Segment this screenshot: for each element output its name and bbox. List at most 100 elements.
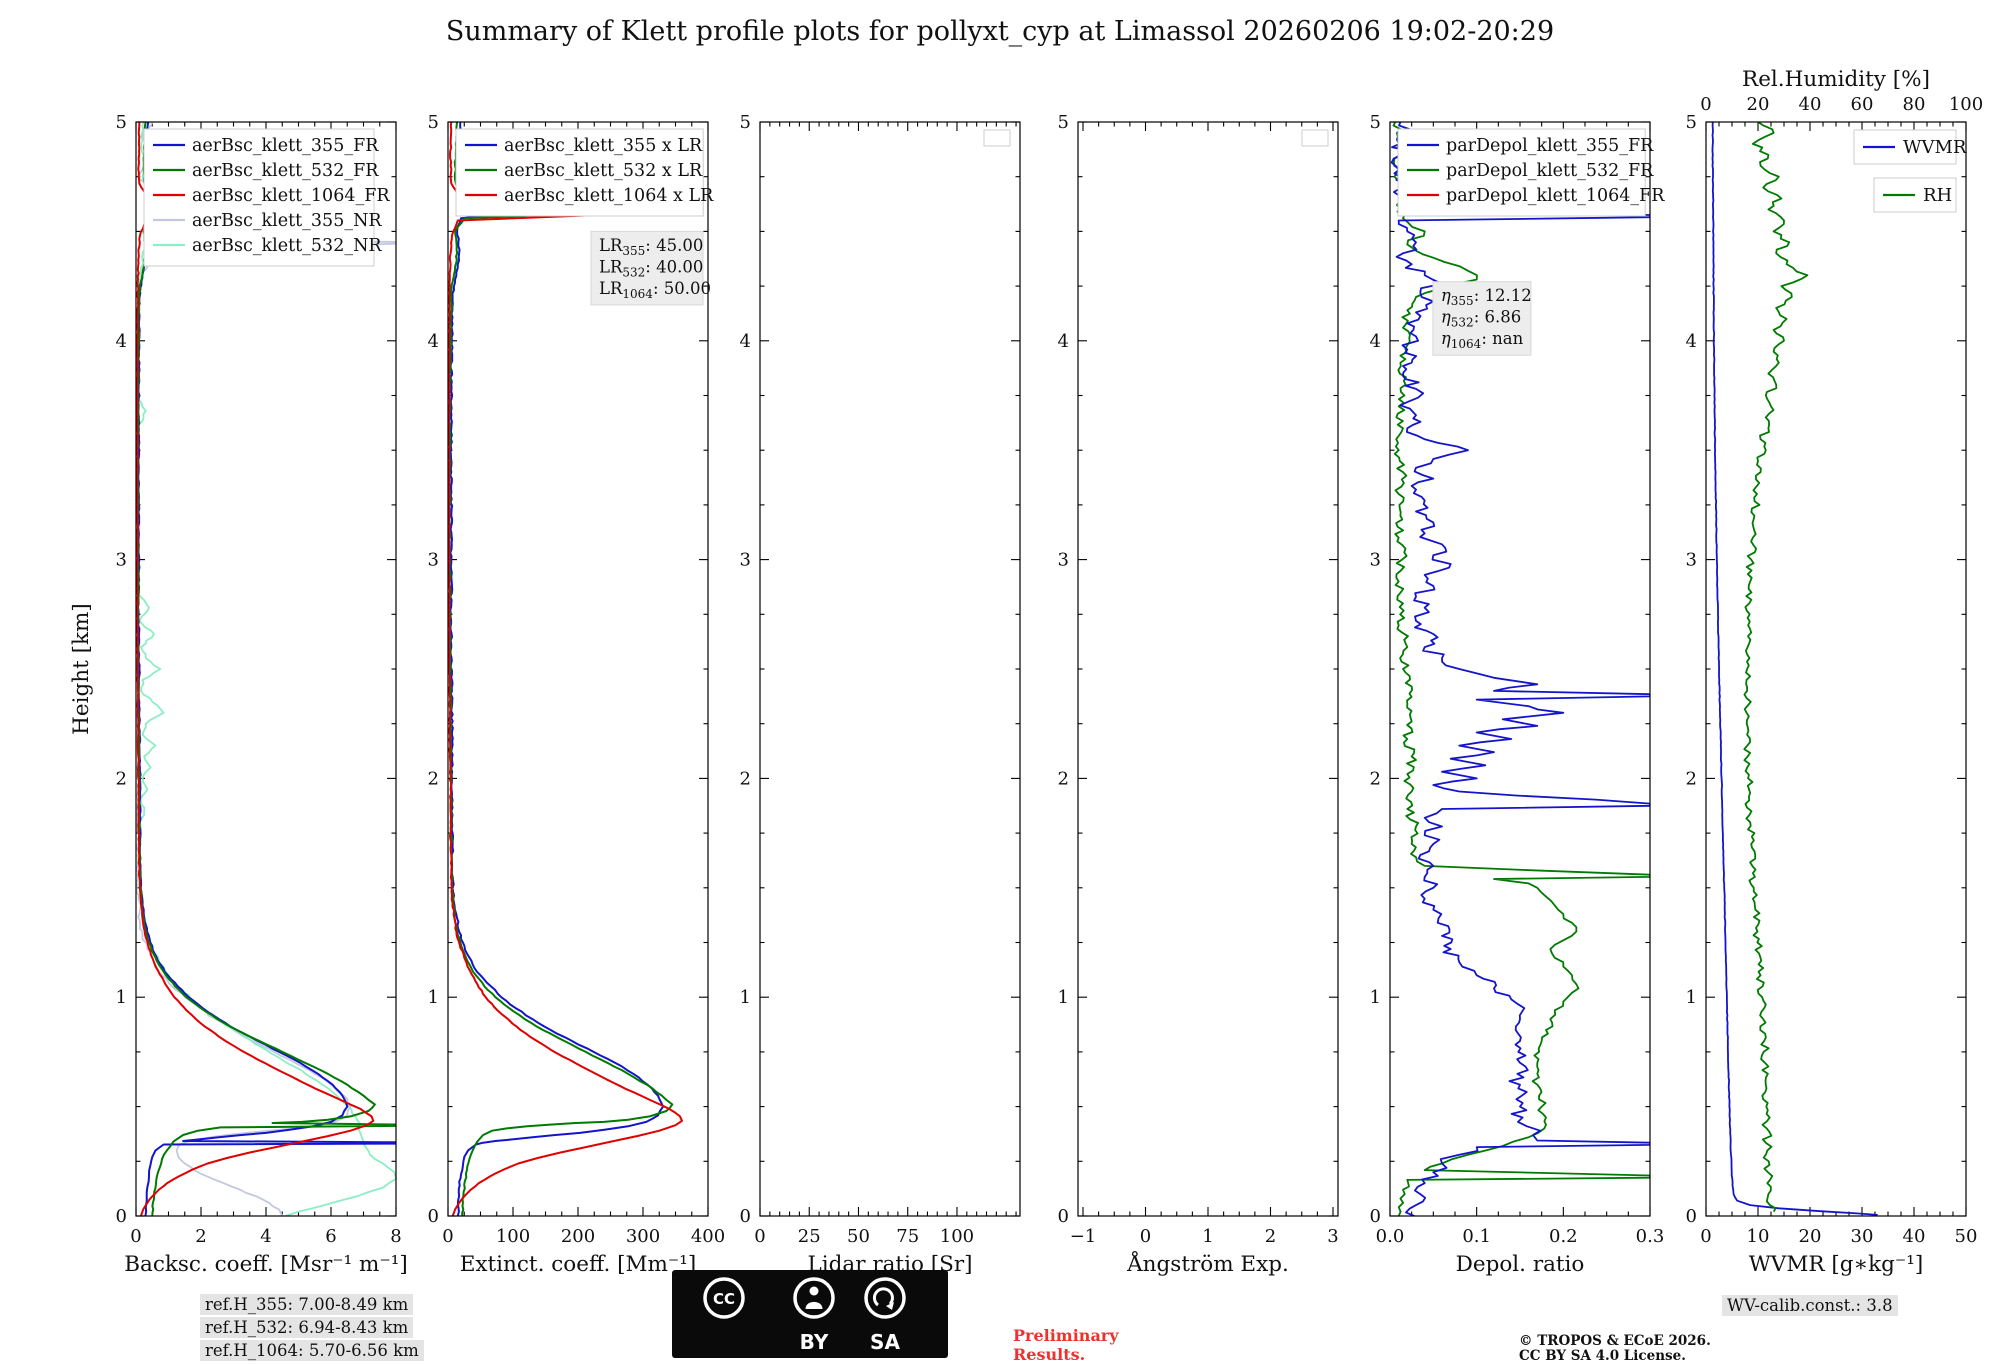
y-tick-label: 5 <box>116 112 127 133</box>
series-WVMR <box>1711 122 1878 1216</box>
cc-sa-label: SA <box>870 1330 900 1354</box>
series-aerBsc_klett_532_x_LR <box>448 122 674 1216</box>
plot-frame <box>1077 121 1339 1217</box>
plot-frame <box>447 121 709 1217</box>
x-tick-label: 0 <box>1700 1226 1711 1247</box>
x-tick-label: 3 <box>1327 1226 1338 1247</box>
y-tick-label: 3 <box>1058 550 1069 571</box>
axis-labels: 0 100 200 300 400 0 1 2 3 4 5 Extinct. coeff. [Mm⁻¹… <box>428 112 726 1277</box>
ref-height-355: ref.H_355: 7.00-8.49 km <box>200 1294 414 1315</box>
axis-ticks <box>759 121 1020 1217</box>
plot-frame <box>1389 121 1651 1217</box>
y-tick-label: 2 <box>1686 768 1697 789</box>
legend-entry: RH <box>1923 185 1952 206</box>
x-tick-label: 10 <box>1747 1226 1770 1247</box>
x-axis-label: Depol. ratio <box>1456 1252 1585 1277</box>
legend-entry: aerBsc_klett_355_FR <box>192 136 379 156</box>
y-tick-label: 5 <box>1686 112 1697 133</box>
plot-frame <box>759 121 1021 1217</box>
axis-labels: 0 2 4 6 8 0 1 2 3 4 5 Backsc. coeff. [Msr⁻¹ m⁻¹] Hei… <box>69 112 408 1277</box>
x-tick-label: 0.2 <box>1549 1226 1578 1247</box>
top-t-label: 100 <box>1949 94 1983 115</box>
svg-text:LR355: 45.00: LR355: 45.00 <box>599 236 703 258</box>
x-tick-label: 4 <box>260 1226 271 1247</box>
y-tick-label: 1 <box>740 987 751 1008</box>
legend-entry: aerBsc_klett_532 x LR <box>504 161 703 181</box>
y-tick-label: 1 <box>1370 987 1381 1008</box>
y-tick-label: 3 <box>1686 550 1697 571</box>
series-aerBsc_klett_532_FR <box>136 122 396 1216</box>
x-tick-label: 6 <box>325 1226 336 1247</box>
axis-ticks <box>1078 121 1338 1217</box>
y-tick-label: 4 <box>428 331 439 352</box>
by-person-icon <box>793 1277 835 1319</box>
wv-calibration-note: WV-calib.const.: 3.8 <box>1722 1295 1898 1316</box>
y-tick-label: 5 <box>1058 112 1069 133</box>
x-tick-label: 0 <box>130 1226 141 1247</box>
reference-heights: ref.H_355: 7.00-8.49 km ref.H_532: 6.94-… <box>200 1294 424 1363</box>
x-axis-label: WVMR [g∗kg⁻¹] <box>1749 1252 1924 1277</box>
plot-backscatter: 0 2 4 6 8 0 1 2 3 4 5 Backsc. coeff. [Msr⁻¹ m⁻¹] Hei… <box>69 112 408 1277</box>
x-axis-label: Ångström Exp. <box>1126 1249 1289 1277</box>
legend: parDepol_klett_355_FR parDepol_klett_532_… <box>1397 128 1665 217</box>
plot-frame <box>135 121 397 1217</box>
x-axis-label: Backsc. coeff. [Msr⁻¹ m⁻¹] <box>124 1252 408 1277</box>
top-t-label: 40 <box>1799 94 1822 115</box>
y-tick-label: 0 <box>1686 1206 1697 1227</box>
x-tick-label: 50 <box>847 1226 870 1247</box>
legend-entry: parDepol_klett_355_FR <box>1446 136 1654 156</box>
x-tick-label: 50 <box>1955 1226 1978 1247</box>
x-tick-label: 0.1 <box>1462 1226 1491 1247</box>
plot-wvmr-rh: 0 10 20 30 40 50 0 1 2 3 4 5 WVMR [g∗kg⁻¹] 0 20 40 60 80 1… <box>1686 67 1984 1277</box>
series-parDepol_klett_532_FR <box>1392 122 1650 1216</box>
y-tick-label: 4 <box>1686 331 1697 352</box>
cc-icon: CC <box>703 1277 745 1319</box>
x-tick-label: 300 <box>626 1226 660 1247</box>
x-tick-label: 2 <box>195 1226 206 1247</box>
sa-arrow-icon <box>864 1277 906 1319</box>
series-aerBsc_klett_355_FR <box>137 122 396 1216</box>
svg-text:η1064: nan: η1064: nan <box>1441 329 1524 351</box>
preliminary-results-note: Preliminary Results. <box>1013 1326 1119 1364</box>
top-axis-label: Rel.Humidity [%] <box>1742 67 1930 92</box>
x-tick-label: 1 <box>1202 1226 1213 1247</box>
y-tick-label: 2 <box>1370 768 1381 789</box>
legend: aerBsc_klett_355 x LR aerBsc_klett_532 x … <box>455 128 714 217</box>
y-tick-label: 4 <box>116 331 127 352</box>
x-tick-label: −1 <box>1070 1226 1097 1247</box>
svg-text:CC: CC <box>713 1290 735 1308</box>
y-tick-label: 4 <box>1370 331 1381 352</box>
series-aerBsc_klett_532_NR <box>136 122 396 1216</box>
x-tick-label: 40 <box>1903 1226 1926 1247</box>
x-tick-label: 0.3 <box>1636 1226 1665 1247</box>
plot-extinction: 0 100 200 300 400 0 1 2 3 4 5 Extinct. coeff. [Mm⁻¹… <box>428 112 726 1277</box>
ref-height-532: ref.H_532: 6.94-8.43 km <box>200 1317 414 1338</box>
x-tick-label: 8 <box>390 1226 401 1247</box>
series-parDepol_klett_355_FR <box>1390 122 1650 1216</box>
y-tick-label: 1 <box>428 987 439 1008</box>
y-tick-label: 0 <box>1058 1206 1069 1227</box>
axis-labels: 0.0 0.1 0.2 0.3 0 1 2 3 4 5 Depol. ratio <box>1370 112 1665 1277</box>
x-tick-label: 30 <box>1851 1226 1874 1247</box>
y-tick-label: 1 <box>1058 987 1069 1008</box>
svg-text:LR532: 40.00: LR532: 40.00 <box>599 257 703 279</box>
legend-entry: aerBsc_klett_532_FR <box>192 161 379 181</box>
legend-entry: aerBsc_klett_1064_FR <box>192 186 390 206</box>
top-t-label: 60 <box>1851 94 1874 115</box>
y-tick-label: 2 <box>116 768 127 789</box>
y-tick-label: 0 <box>428 1206 439 1227</box>
y-tick-label: 3 <box>428 550 439 571</box>
axis-ticks <box>135 121 397 1217</box>
y-tick-label: 0 <box>1370 1206 1381 1227</box>
plot-depol-ratio: 0.0 0.1 0.2 0.3 0 1 2 3 4 5 Depol. ratio parDepol_k… <box>1370 112 1666 1277</box>
x-tick-label: 0.0 <box>1376 1226 1405 1247</box>
legend: aerBsc_klett_355_FR aerBsc_klett_532_FRae… <box>143 128 390 267</box>
x-axis-label: Extinct. coeff. [Mm⁻¹] <box>460 1252 697 1277</box>
legend-entry: aerBsc_klett_355 x LR <box>504 136 703 156</box>
